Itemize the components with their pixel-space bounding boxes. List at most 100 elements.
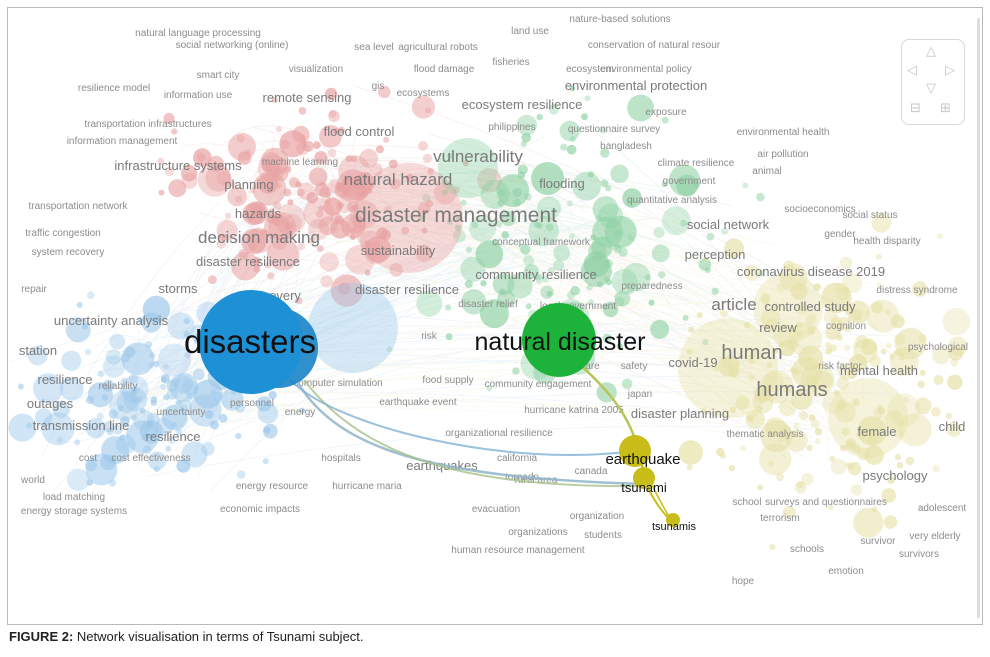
network-node[interactable] xyxy=(218,414,228,423)
network-node[interactable] xyxy=(950,358,959,367)
network-node[interactable] xyxy=(445,333,453,341)
pan-down-button[interactable]: ▽ xyxy=(926,81,936,96)
network-node[interactable] xyxy=(248,243,257,252)
network-node[interactable] xyxy=(857,416,887,446)
network-node[interactable] xyxy=(553,244,571,262)
network-node[interactable] xyxy=(917,380,925,388)
network-node[interactable] xyxy=(764,318,778,332)
network-node[interactable] xyxy=(844,440,855,451)
network-node[interactable] xyxy=(747,415,755,423)
network-node[interactable] xyxy=(113,424,123,435)
network-node[interactable] xyxy=(661,206,691,236)
network-node[interactable] xyxy=(845,325,852,333)
network-node[interactable] xyxy=(427,168,434,175)
network-node[interactable] xyxy=(688,326,695,333)
network-node[interactable] xyxy=(134,395,143,404)
network-node[interactable] xyxy=(523,264,539,280)
network-node[interactable] xyxy=(880,348,887,355)
network-node[interactable] xyxy=(542,275,549,283)
network-node[interactable] xyxy=(347,201,359,213)
network-node[interactable] xyxy=(876,404,883,411)
network-node[interactable] xyxy=(651,244,670,263)
network-node[interactable] xyxy=(324,87,338,101)
network-node[interactable] xyxy=(947,374,963,390)
network-node[interactable] xyxy=(744,321,751,329)
network-node[interactable] xyxy=(834,283,843,293)
network-node[interactable] xyxy=(389,263,403,277)
network-node[interactable] xyxy=(588,299,595,306)
network-node[interactable] xyxy=(360,230,381,251)
network-node[interactable] xyxy=(176,459,191,473)
network-node[interactable] xyxy=(783,383,793,394)
network-node[interactable] xyxy=(795,322,803,329)
network-node[interactable] xyxy=(150,399,157,406)
network-node[interactable] xyxy=(884,410,904,430)
network-node[interactable] xyxy=(297,188,305,197)
network-node[interactable] xyxy=(759,443,792,476)
network-node[interactable] xyxy=(221,388,244,411)
network-node[interactable] xyxy=(745,409,765,429)
network-node[interactable] xyxy=(452,186,460,194)
network-node[interactable] xyxy=(299,135,306,142)
network-node[interactable] xyxy=(569,85,576,92)
network-node[interactable] xyxy=(288,177,300,188)
network-node[interactable] xyxy=(183,318,190,325)
network-node[interactable] xyxy=(825,347,833,355)
network-node[interactable] xyxy=(668,164,701,196)
network-node[interactable] xyxy=(330,274,363,307)
network-node[interactable] xyxy=(163,394,170,401)
network-node[interactable] xyxy=(678,440,703,465)
network-node[interactable] xyxy=(477,168,502,193)
network-node[interactable] xyxy=(839,256,853,269)
network-node[interactable] xyxy=(208,275,217,285)
network-node[interactable] xyxy=(359,148,379,168)
network-node[interactable] xyxy=(495,220,503,228)
highlighted-node-natural-disaster[interactable] xyxy=(522,303,596,377)
network-node[interactable] xyxy=(455,214,462,221)
network-node[interactable] xyxy=(798,411,809,421)
network-node[interactable] xyxy=(216,171,231,186)
highlighted-node-tsunamis[interactable] xyxy=(666,513,680,527)
network-node[interactable] xyxy=(836,288,849,301)
network-node[interactable] xyxy=(204,409,214,419)
network-node[interactable] xyxy=(181,165,198,182)
network-node[interactable] xyxy=(422,193,431,203)
network-node[interactable] xyxy=(724,238,744,259)
network-node[interactable] xyxy=(945,412,953,420)
network-node[interactable] xyxy=(193,368,205,381)
network-node[interactable] xyxy=(661,181,668,188)
network-node[interactable] xyxy=(273,201,282,210)
network-node[interactable] xyxy=(553,259,565,271)
network-node[interactable] xyxy=(749,348,763,362)
network-node[interactable] xyxy=(497,199,504,207)
hub-node[interactable] xyxy=(353,163,463,273)
network-node[interactable] xyxy=(384,205,393,214)
network-node[interactable] xyxy=(263,426,271,434)
network-node[interactable] xyxy=(364,236,392,263)
network-node[interactable] xyxy=(336,197,353,214)
network-node[interactable] xyxy=(383,136,390,143)
network-node[interactable] xyxy=(97,370,104,377)
network-node[interactable] xyxy=(586,284,593,291)
network-node[interactable] xyxy=(942,307,971,336)
network-node[interactable] xyxy=(758,270,765,277)
network-node[interactable] xyxy=(237,470,246,479)
network-node[interactable] xyxy=(790,388,813,410)
network-node[interactable] xyxy=(546,290,553,297)
network-node[interactable] xyxy=(208,155,224,172)
network-node[interactable] xyxy=(757,484,764,491)
network-node[interactable] xyxy=(86,479,94,486)
network-node[interactable] xyxy=(622,188,642,208)
network-node[interactable] xyxy=(498,189,506,197)
network-node[interactable] xyxy=(280,139,290,150)
network-node[interactable] xyxy=(295,297,303,305)
network-node[interactable] xyxy=(425,200,434,208)
network-node[interactable] xyxy=(793,422,800,429)
network-node[interactable] xyxy=(743,265,760,281)
network-node[interactable] xyxy=(581,113,588,121)
network-node[interactable] xyxy=(537,196,561,221)
network-node[interactable] xyxy=(748,374,755,382)
network-node[interactable] xyxy=(266,238,300,271)
network-node[interactable] xyxy=(102,379,115,392)
network-node[interactable] xyxy=(386,346,393,353)
